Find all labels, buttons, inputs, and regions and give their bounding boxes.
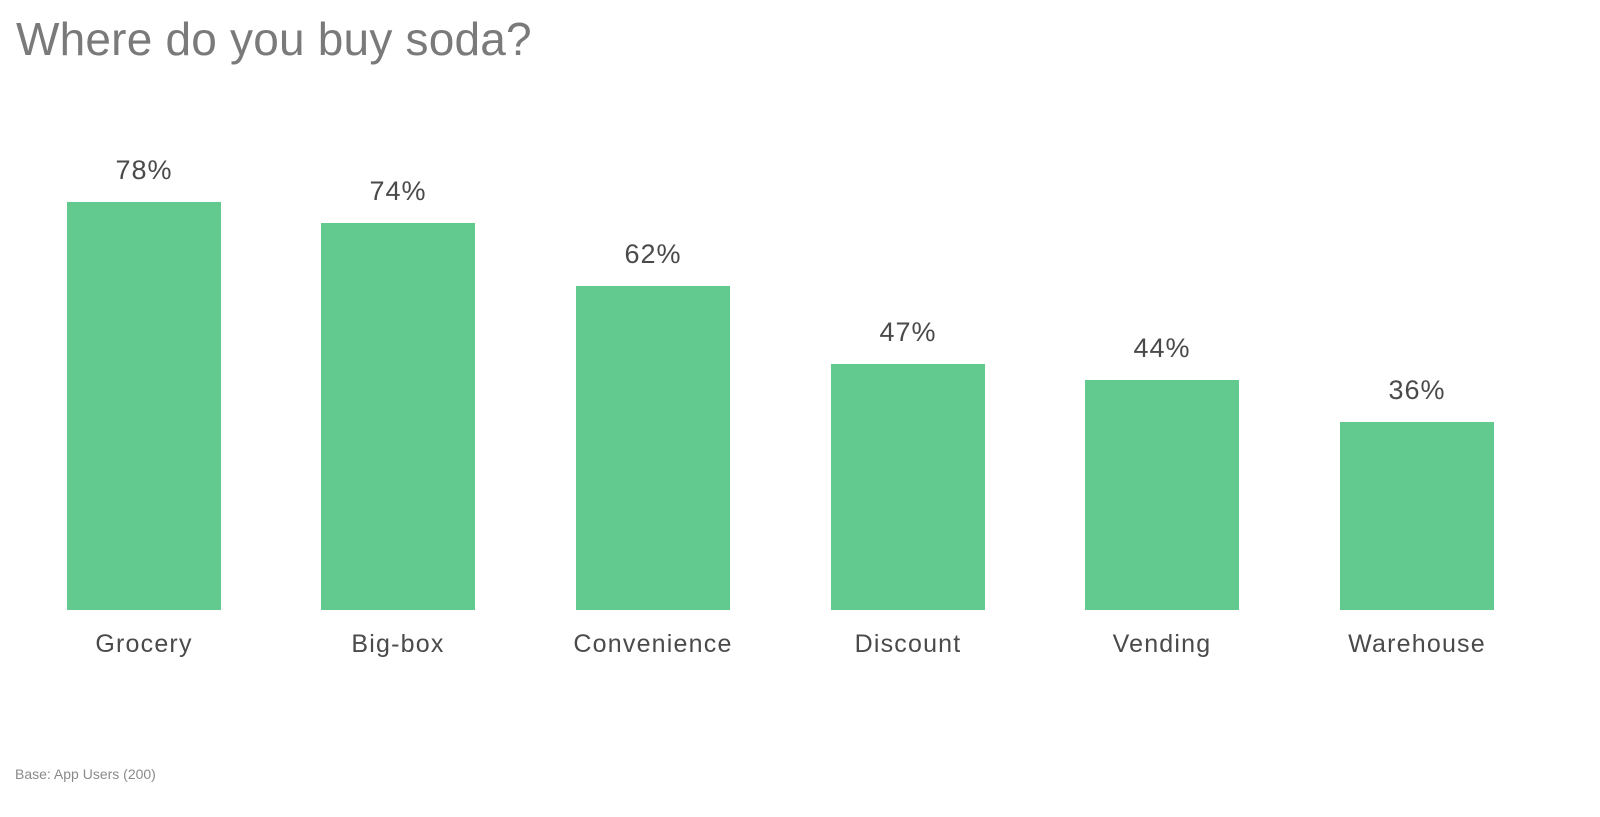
bar [1085, 380, 1239, 610]
value-label: 36% [1388, 375, 1446, 405]
bar [831, 364, 985, 610]
bar [1340, 422, 1494, 610]
category-label: Discount [854, 630, 962, 658]
category-label: Convenience [573, 630, 733, 658]
value-label: 47% [879, 317, 937, 347]
category-label: Vending [1112, 630, 1212, 658]
category-label: Big-box [351, 630, 445, 658]
value-label: 78% [115, 155, 173, 185]
bar [67, 202, 221, 610]
category-label: Warehouse [1348, 630, 1486, 658]
bar [321, 223, 475, 610]
category-label: Grocery [95, 630, 193, 658]
value-label: 62% [624, 239, 682, 269]
value-label: 74% [369, 176, 427, 206]
base-footnote: Base: App Users (200) [15, 766, 156, 782]
chart-title: Where do you buy soda? [16, 13, 532, 65]
value-label: 44% [1133, 333, 1191, 363]
bar [576, 286, 730, 610]
